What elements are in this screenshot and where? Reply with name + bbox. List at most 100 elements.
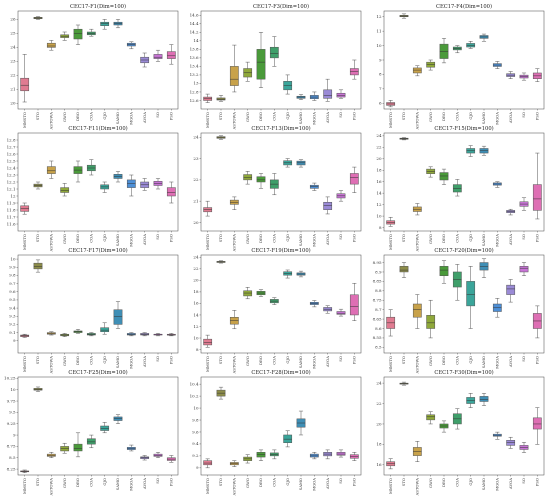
box-gjo — [283, 434, 293, 443]
x-tick-label: AVOA — [508, 478, 513, 490]
x-tick-label: MMSTO — [388, 356, 393, 372]
x-tick-label: AVOA — [508, 356, 513, 368]
x-tick-label: GJO — [285, 234, 290, 242]
x-tick-label: DBO — [441, 234, 446, 243]
boxplot-panel: CEC17-F13(Dim=100) 20 21 22 23 24 MMSTO STO ASTO… — [193, 124, 362, 253]
x-tick-label: GWO — [428, 478, 433, 488]
y-tick-label: 9.9 — [9, 265, 16, 270]
x-tick-label: COA — [272, 234, 277, 243]
y-tick-label: 12 — [193, 324, 199, 329]
y-tick-label: 12.7 — [7, 144, 16, 149]
box-gwo — [426, 414, 436, 421]
y-tick-label: 9.75 — [7, 398, 16, 403]
y-tick-label: 22 — [193, 266, 199, 271]
y-tick-label: 24 — [376, 380, 382, 385]
y-tick-label: 9 — [13, 432, 16, 437]
x-tick-label: SAMO — [481, 356, 486, 368]
x-tick-label: MMSTO — [22, 234, 27, 250]
x-tick-label: GWO — [245, 478, 250, 488]
x-tick-label: PSO — [535, 356, 540, 364]
y-tick-label: 14.4 — [190, 21, 199, 26]
x-tick-label: SO — [155, 478, 160, 484]
x-tick-label: MGOA — [129, 478, 134, 491]
x-tick-label: COA — [455, 234, 460, 243]
x-tick-label: SAMO — [115, 478, 120, 490]
x-tick-label: SO — [155, 234, 160, 240]
x-tick-label: MMSTO — [205, 356, 210, 372]
y-tick-label: 10.4 — [190, 381, 199, 386]
boxplot-svg: CEC17-F30(Dim=100) 16 18 20 22 24 MMSTO STO ASTO… — [376, 369, 545, 496]
y-tick-label: 9.2 — [9, 322, 16, 327]
x-tick-label: PSO — [352, 478, 357, 486]
x-tick-label: ASTOWA — [415, 234, 420, 253]
x-tick-label: STO — [401, 478, 406, 486]
box-gjo — [100, 327, 110, 333]
y-tick-label: 6 — [379, 101, 382, 106]
boxplot-svg: CEC17-F28(Dim=100) 9 9.2 9.4 9.6 9.8 10 10.2 10.… — [190, 369, 362, 497]
box-dbo — [439, 266, 449, 276]
box-avoa — [323, 201, 333, 210]
x-tick-label: GJO — [102, 112, 107, 120]
y-tick-label: 12.1 — [7, 186, 16, 191]
box-gwo — [426, 61, 436, 68]
y-tick-label: 12.2 — [7, 179, 16, 184]
y-tick-label: 8.25 — [7, 466, 16, 471]
box-pso — [349, 294, 359, 316]
box-pso — [532, 184, 542, 211]
x-tick-label: SAMO — [298, 478, 303, 490]
plot-frame — [200, 376, 362, 476]
y-tick-label: 13 — [193, 81, 199, 86]
x-tick-label: GWO — [62, 234, 67, 244]
x-tick-label: STO — [218, 356, 223, 364]
x-tick-label: SAMO — [115, 234, 120, 246]
y-tick-label: 10 — [376, 213, 382, 218]
x-tick-label: SO — [521, 356, 526, 362]
box-coa — [269, 46, 279, 59]
y-tick-label: 9.8 — [192, 417, 199, 422]
y-tick-label: 11.9 — [7, 200, 16, 205]
x-tick-label: MMSTO — [22, 478, 27, 494]
x-tick-label: GJO — [102, 356, 107, 364]
box-astowa — [46, 166, 56, 174]
box-avoa — [323, 89, 333, 99]
y-tick-label: 23 — [10, 59, 16, 64]
box-coa — [86, 438, 96, 445]
x-tick-label: GJO — [285, 356, 290, 364]
x-tick-label: ASTOWA — [49, 112, 54, 131]
x-tick-label: COA — [89, 478, 94, 487]
x-tick-label: SAMO — [115, 356, 120, 368]
box-mmsto — [20, 77, 30, 92]
y-tick-label: 8.7 — [375, 307, 382, 312]
x-tick-label: SAMO — [298, 234, 303, 246]
x-tick-label: GJO — [468, 112, 473, 120]
y-tick-label: 22 — [10, 73, 16, 78]
x-tick-label: SAMO — [481, 234, 486, 246]
x-tick-label: COA — [89, 356, 94, 365]
x-tick-label: STO — [218, 112, 223, 120]
panel-title: CEC17-F1(Dim=100) — [70, 3, 126, 10]
y-tick-label: 12.3 — [7, 172, 16, 177]
boxplot-svg: CEC17-F19(Dim=100) 8 10 12 14 16 18 20 22 24 MMSTO… — [193, 247, 362, 374]
x-tick-label: MGOA — [312, 478, 317, 491]
x-tick-label: ASTOWA — [232, 112, 237, 131]
y-tick-label: 8 — [379, 72, 382, 77]
x-tick-label: GWO — [428, 356, 433, 366]
y-tick-label: 25 — [10, 31, 16, 36]
x-tick-label: SO — [521, 112, 526, 118]
x-tick-label: AVOA — [142, 356, 147, 368]
y-tick-label: 24 — [193, 255, 199, 260]
y-tick-label: 12.6 — [7, 151, 16, 156]
x-tick-label: ASTOWA — [232, 478, 237, 497]
plot-frame — [17, 132, 179, 232]
x-tick-label: MMSTO — [205, 112, 210, 128]
y-tick-label: 8.9 — [375, 269, 382, 274]
x-tick-label: GWO — [245, 234, 250, 244]
x-tick-label: PSO — [535, 112, 540, 120]
x-tick-label: DBO — [258, 478, 263, 487]
y-tick-label: 12 — [376, 202, 382, 207]
boxplot-panel: CEC17-F11(Dim=100) 11.6 11.7 11.8 11.9 12 12.1… — [7, 124, 179, 253]
y-tick-label: 9.4 — [9, 305, 16, 310]
boxplot-panel: CEC17-F30(Dim=100) 16 18 20 22 24 MMSTO STO ASTO… — [376, 368, 545, 497]
box-samo — [479, 396, 489, 402]
y-tick-label: 13.2 — [190, 72, 199, 77]
